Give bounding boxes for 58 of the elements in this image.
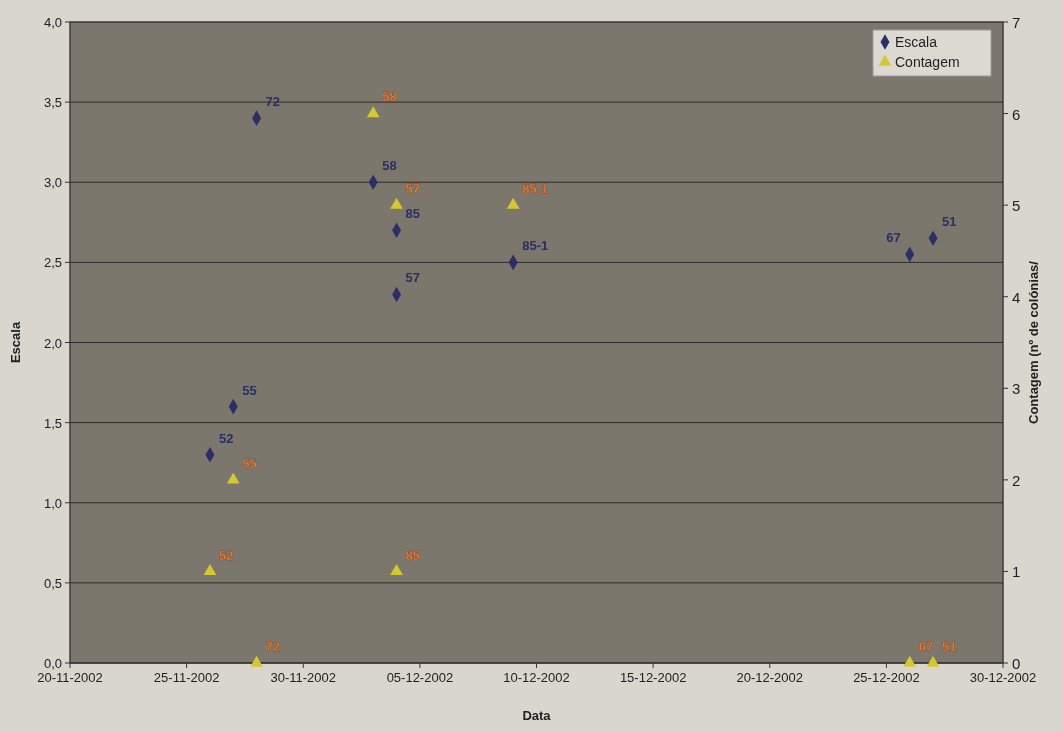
y-tick-label: 2,5 — [43, 255, 62, 271]
annotation: 52 — [218, 547, 234, 563]
legend-label: Escala — [895, 34, 938, 50]
point — [366, 106, 380, 118]
legend-label: Contagem — [895, 54, 960, 70]
y-tick-label: 0,5 — [43, 575, 62, 591]
x-tick-label: 25-12-2002 — [853, 670, 920, 685]
annotation: 55 — [242, 382, 257, 398]
x-tick-label: 15-12-2002 — [619, 670, 687, 685]
y-tick-label: 2,0 — [43, 335, 62, 351]
x-tick-label: 05-12-2002 — [386, 670, 454, 685]
x-tick-label: 20-12-2002 — [736, 670, 803, 685]
annotation: 85 — [405, 206, 421, 222]
y2-tick-label: 1 — [1012, 563, 1021, 581]
y-tick-label: 4,0 — [43, 15, 62, 30]
annotation: 51 — [942, 639, 957, 654]
point — [390, 197, 403, 209]
annotation: 57 — [405, 180, 421, 196]
x-tick-label: 30-12-2002 — [969, 670, 1037, 685]
annotation: 58 — [382, 89, 397, 105]
x-tick-label: 25-11-2002 — [153, 670, 220, 685]
annotation: 72 — [265, 639, 281, 654]
y2-axis-title: Contagem (nº de colónias/ — [1026, 260, 1041, 424]
point — [506, 197, 520, 209]
annotation: 67 — [886, 230, 901, 246]
point — [226, 472, 240, 484]
annotation: 72 — [265, 94, 281, 110]
y2-tick-label: 3 — [1012, 380, 1021, 398]
y-tick-label: 1,5 — [43, 415, 62, 431]
point — [390, 564, 403, 576]
annotation: 51 — [942, 214, 957, 230]
annotation: 85 — [405, 547, 421, 563]
annotation: 85-1 — [522, 238, 549, 254]
y-tick-label: 1,0 — [43, 495, 62, 511]
point — [903, 655, 917, 667]
x-tick-label: 10-12-2002 — [503, 670, 570, 685]
x-tick-label: 30-11-2002 — [270, 670, 337, 685]
y2-tick-label: 4 — [1012, 288, 1021, 306]
y2-tick-label: 0 — [1012, 655, 1021, 672]
y2-tick-label: 5 — [1012, 197, 1021, 215]
x-axis-title: Data — [522, 708, 552, 723]
annotation: 67 — [918, 639, 934, 654]
y2-tick-label: 2 — [1012, 471, 1021, 489]
y-tick-label: 3,0 — [43, 175, 62, 191]
point — [250, 655, 263, 667]
annotation: 85-1 — [522, 180, 549, 196]
y-tick-label: 3,5 — [43, 95, 62, 111]
annotation: 55 — [242, 456, 257, 472]
annotation: 57 — [405, 270, 421, 286]
y2-tick-label: 7 — [1012, 14, 1021, 31]
point — [926, 655, 940, 667]
annotation: 58 — [382, 158, 397, 174]
y2-tick-label: 6 — [1012, 105, 1021, 123]
x-tick-label: 20-11-2002 — [37, 670, 103, 685]
point — [203, 564, 217, 576]
y-axis-title: Escala — [8, 321, 23, 364]
y-tick-label: 0,0 — [43, 656, 62, 671]
annotation: 52 — [218, 430, 234, 446]
